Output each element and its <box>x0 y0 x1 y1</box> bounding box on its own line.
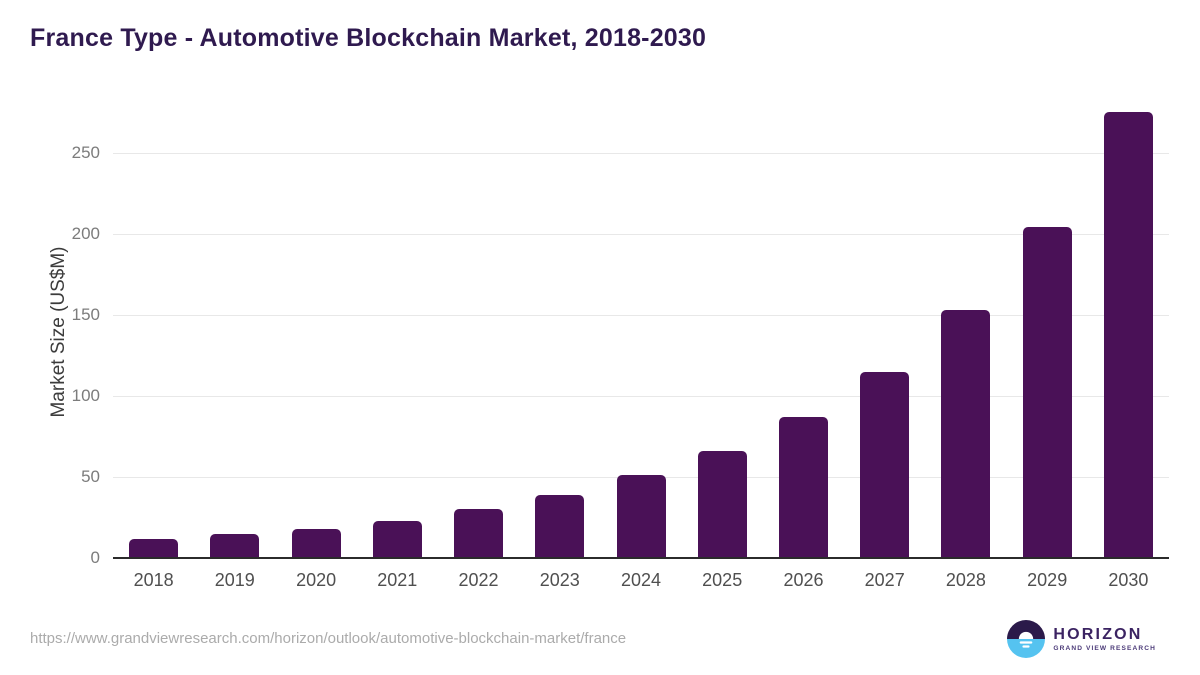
y-tick-label-50: 50 <box>81 466 100 486</box>
bar-2026[interactable] <box>779 416 828 558</box>
x-tick-label-2021: 2021 <box>377 570 418 590</box>
bar-2027[interactable] <box>860 371 910 558</box>
bar-2030[interactable] <box>1103 112 1153 558</box>
bar-2019[interactable] <box>210 533 260 558</box>
y-tick-label-0: 0 <box>90 548 100 567</box>
bar-2020[interactable] <box>291 528 341 558</box>
gridline-200 <box>113 233 1169 235</box>
x-tick-label-2018: 2018 <box>133 570 174 590</box>
x-tick-label-2022: 2022 <box>458 570 499 590</box>
bar-2021[interactable] <box>372 520 422 558</box>
x-tick-label-2027: 2027 <box>864 570 905 590</box>
x-tick-label-2019: 2019 <box>214 570 255 590</box>
gridline-100 <box>113 395 1169 397</box>
x-axis-line <box>113 557 1169 559</box>
bar-2024[interactable] <box>616 475 666 558</box>
bar-2018[interactable] <box>129 538 179 558</box>
source-url: https://www.grandviewresearch.com/horizo… <box>30 630 627 647</box>
x-tick-label-2023: 2023 <box>539 570 580 590</box>
x-tick-label-2020: 2020 <box>296 570 337 590</box>
gridline-250 <box>113 152 1169 154</box>
x-tick-label-2025: 2025 <box>702 570 743 590</box>
horizon-logo: HORIZON GRAND VIEW RESEARCH <box>1007 620 1156 658</box>
bar-2028[interactable] <box>941 309 991 558</box>
x-tick-label-2030: 2030 <box>1108 570 1149 590</box>
y-tick-label-100: 100 <box>71 385 100 405</box>
gridline-150 <box>113 314 1169 316</box>
bar-2023[interactable] <box>535 494 585 558</box>
y-tick-label-250: 250 <box>71 142 100 162</box>
x-tick-label-2024: 2024 <box>620 570 662 590</box>
logo-subtitle: GRAND VIEW RESEARCH <box>1053 644 1156 652</box>
y-tick-label-150: 150 <box>71 304 100 324</box>
x-tick-label-2028: 2028 <box>945 570 986 590</box>
bar-2029[interactable] <box>1022 227 1072 558</box>
horizon-sunset-icon <box>1007 620 1046 658</box>
x-tick-label-2029: 2029 <box>1027 570 1068 590</box>
bar-2025[interactable] <box>697 451 747 558</box>
y-tick-label-200: 200 <box>71 223 100 243</box>
bar-2022[interactable] <box>454 509 503 558</box>
x-tick-label-2026: 2026 <box>783 570 824 590</box>
logo-wordmark: HORIZON <box>1053 625 1143 643</box>
chart-title: France Type - Automotive Blockchain Mark… <box>30 24 707 52</box>
